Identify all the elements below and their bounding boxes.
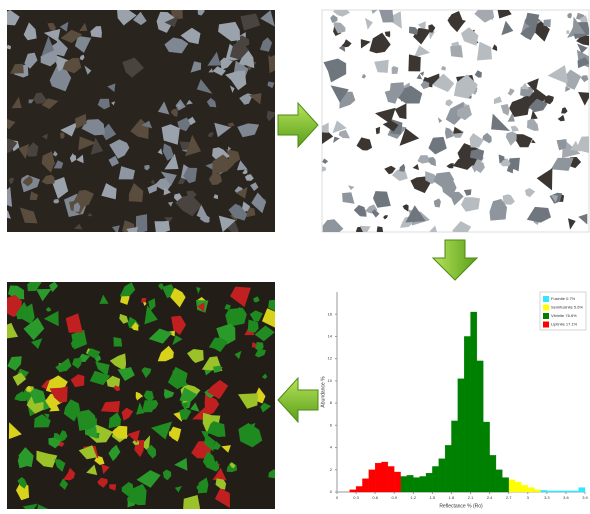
legend-label: Liptinite 17.1% — [551, 322, 578, 327]
y-axis-title: Abundance % — [320, 376, 326, 408]
bar — [566, 491, 572, 492]
legend-swatch — [543, 322, 549, 328]
bar — [540, 490, 546, 492]
bar — [579, 488, 585, 492]
figure: 0 2 4 6 8 10 12 14 16 0 0.3 0.6 0.9 1.2 1.5 1.8 2.1 2.4 2.… — [0, 0, 590, 509]
y-tick-label: 0 — [330, 489, 333, 494]
x-tick-label: 1.2 — [411, 495, 417, 500]
bar — [471, 312, 477, 492]
bar — [362, 479, 368, 492]
y-tick-label: 12 — [328, 356, 333, 361]
particle — [566, 30, 569, 34]
bar — [394, 472, 400, 492]
bar — [413, 478, 419, 492]
particle — [141, 298, 146, 302]
x-tick-label: 2.4 — [487, 495, 493, 500]
x-axis-title: Reflectance % (Ro) — [439, 503, 483, 509]
particle — [450, 45, 463, 57]
y-tick-label: 14 — [328, 334, 333, 339]
x-tick-label: 1.5 — [430, 495, 436, 500]
x-tick-label: 0.9 — [391, 495, 397, 500]
bar — [515, 482, 521, 492]
x-tick-label: 3.3 — [544, 495, 550, 500]
x-tick-label: 0.6 — [372, 495, 378, 500]
y-tick-label: 2 — [330, 467, 333, 472]
x-tick-label: 3.6 — [563, 495, 569, 500]
bar — [401, 476, 407, 492]
particle — [408, 54, 420, 71]
bar — [483, 422, 489, 492]
x-tick-label: 3.9 — [582, 495, 588, 500]
bar — [445, 445, 451, 492]
arrow-left — [278, 378, 318, 422]
bar — [382, 462, 388, 492]
particle — [126, 227, 138, 241]
particle — [268, 55, 282, 73]
y-tick-label: 10 — [328, 378, 333, 383]
y-tick-label: 8 — [330, 400, 333, 405]
x-tick-label: 1.8 — [449, 495, 455, 500]
bar — [407, 475, 413, 492]
legend-label: Vitrinite 76.6% — [551, 313, 577, 318]
bar — [534, 490, 540, 492]
legend-swatch — [543, 305, 549, 311]
x-tick-label: 2.7 — [506, 495, 512, 500]
bar — [375, 463, 381, 492]
particle — [377, 226, 384, 234]
legend-label: Semifusinite 5.6% — [551, 305, 583, 310]
x-tick-label: 0 — [336, 495, 339, 500]
bar — [560, 491, 566, 492]
x-tick-label: 3 — [527, 495, 530, 500]
arrow-right — [278, 103, 318, 147]
legend-swatch — [543, 313, 549, 319]
y-tick-label: 16 — [328, 311, 333, 316]
bar — [439, 459, 445, 492]
arrow-down — [433, 240, 477, 280]
bar — [502, 478, 508, 492]
histogram: 0 2 4 6 8 10 12 14 16 0 0.3 0.6 0.9 1.2 1.5 1.8 2.1 2.4 2.… — [320, 292, 588, 509]
bar — [451, 421, 457, 492]
particle — [0, 187, 12, 207]
bar — [496, 470, 502, 492]
bar — [509, 480, 515, 492]
y-tick-label: 4 — [330, 445, 333, 450]
y-tick-label: 6 — [330, 422, 333, 427]
bar — [490, 455, 496, 492]
bar — [432, 466, 438, 492]
bar — [553, 491, 559, 492]
bar — [464, 336, 470, 492]
bar — [350, 490, 356, 492]
legend-label: Fusinite 0.7% — [551, 296, 576, 301]
bar — [477, 361, 483, 492]
bar — [388, 466, 394, 492]
bar — [528, 488, 534, 492]
x-tick-label: 2.1 — [468, 495, 474, 500]
bar — [356, 486, 362, 492]
bar — [426, 473, 432, 492]
bar — [572, 491, 578, 492]
bar — [547, 491, 553, 492]
legend-swatch — [543, 296, 549, 302]
bar — [521, 485, 527, 492]
x-tick-label: 0.3 — [353, 495, 359, 500]
particle — [136, 214, 148, 234]
bar — [420, 476, 426, 492]
bar — [369, 470, 375, 492]
bar — [458, 379, 464, 492]
